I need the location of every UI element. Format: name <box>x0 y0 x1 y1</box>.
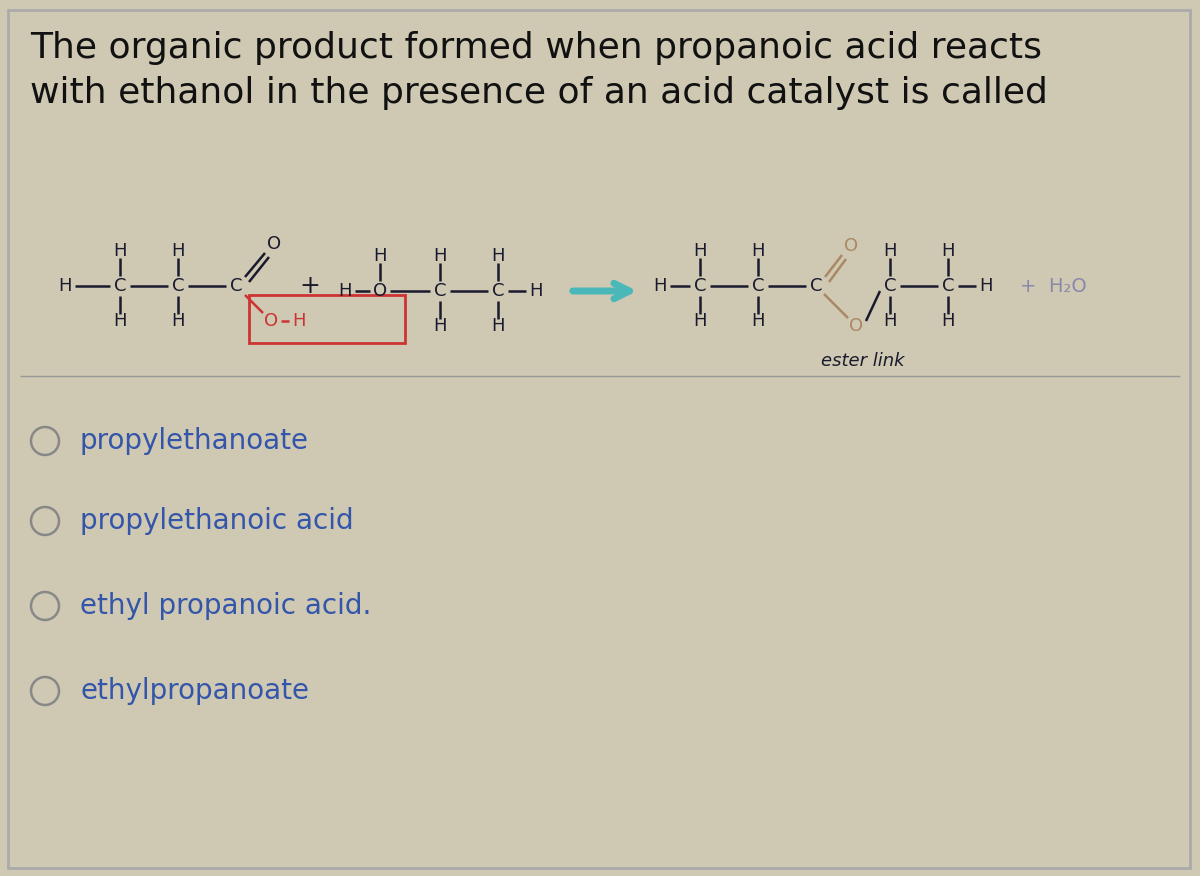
Text: ester link: ester link <box>821 352 905 370</box>
Text: H: H <box>694 242 707 260</box>
Text: H: H <box>751 242 764 260</box>
Text: H: H <box>113 312 127 330</box>
Text: C: C <box>751 277 764 295</box>
Text: H: H <box>529 282 542 300</box>
Text: H: H <box>491 317 505 335</box>
Text: H: H <box>883 312 896 330</box>
Text: H: H <box>694 312 707 330</box>
Text: C: C <box>942 277 954 295</box>
Text: propylethanoate: propylethanoate <box>80 427 310 455</box>
Text: ethylpropanoate: ethylpropanoate <box>80 677 310 705</box>
Text: H: H <box>941 312 955 330</box>
Text: H: H <box>172 242 185 260</box>
Text: C: C <box>229 277 242 295</box>
Text: H: H <box>883 242 896 260</box>
Text: H: H <box>373 247 386 265</box>
Text: C: C <box>114 277 126 295</box>
Text: H: H <box>653 277 667 295</box>
Text: C: C <box>694 277 707 295</box>
Text: H: H <box>941 242 955 260</box>
Text: O: O <box>373 282 388 300</box>
Text: C: C <box>883 277 896 295</box>
Text: with ethanol in the presence of an acid catalyst is called: with ethanol in the presence of an acid … <box>30 76 1048 110</box>
Text: C: C <box>433 282 446 300</box>
Bar <box>250 295 406 343</box>
Text: C: C <box>492 282 504 300</box>
Text: H: H <box>293 312 306 330</box>
Text: H: H <box>172 312 185 330</box>
Text: H: H <box>113 242 127 260</box>
Text: The organic product formed when propanoic acid reacts: The organic product formed when propanoi… <box>30 31 1042 65</box>
Text: +  H₂O: + H₂O <box>1020 277 1087 295</box>
Text: H: H <box>433 247 446 265</box>
Text: O: O <box>264 312 278 330</box>
Text: O: O <box>848 317 863 335</box>
Text: H: H <box>338 282 352 300</box>
Text: ethyl propanoic acid.: ethyl propanoic acid. <box>80 592 371 620</box>
Text: propylethanoic acid: propylethanoic acid <box>80 507 354 535</box>
Text: H: H <box>751 312 764 330</box>
Text: +: + <box>300 274 320 298</box>
Text: H: H <box>491 247 505 265</box>
Text: C: C <box>172 277 185 295</box>
Text: H: H <box>59 277 72 295</box>
Text: H: H <box>433 317 446 335</box>
Text: O: O <box>844 237 858 255</box>
Text: O: O <box>266 235 281 253</box>
Text: C: C <box>810 277 822 295</box>
Text: H: H <box>979 277 992 295</box>
